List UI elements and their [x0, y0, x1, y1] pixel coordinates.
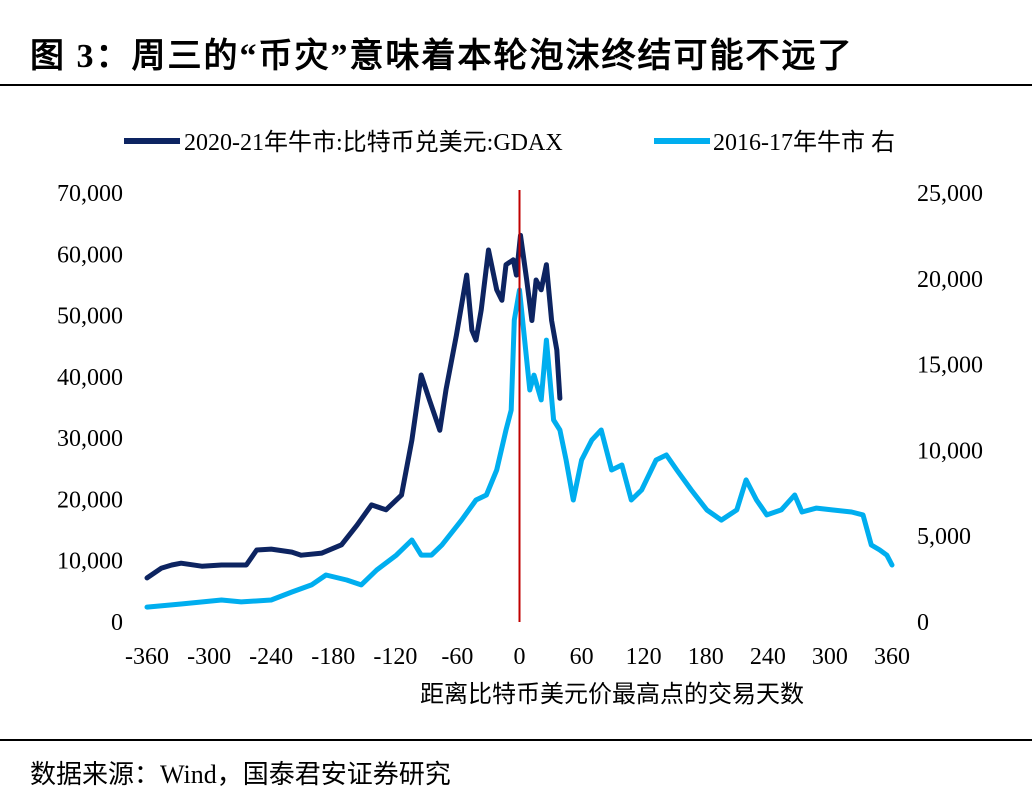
- x-axis-label: 距离比特币美元价最高点的交易天数: [420, 681, 804, 708]
- x-tick-label: -300: [187, 644, 231, 670]
- x-tick-label: -120: [373, 644, 417, 670]
- legend: 2020-21年牛市:比特币兑美元:GDAX 2016-17年牛市 右: [124, 129, 895, 156]
- y-right-tick-label: 20,000: [917, 267, 983, 293]
- y-left-tick-label: 40,000: [57, 365, 123, 391]
- y-left-tick-label: 70,000: [57, 181, 123, 207]
- y-left-tick-label: 0: [111, 610, 123, 636]
- source-note: 数据来源：Wind，国泰君安证券研究: [30, 760, 451, 789]
- y-left-tick-label: 60,000: [57, 242, 123, 268]
- y-right-tick-label: 10,000: [917, 438, 983, 464]
- legend-label-gdax: 2020-21年牛市:比特币兑美元:GDAX: [184, 129, 563, 156]
- x-tick-label: 0: [514, 644, 526, 670]
- y-left-tick-label: 20,000: [57, 487, 123, 513]
- x-tick-label: 240: [750, 644, 786, 670]
- x-tick-label: -180: [311, 644, 355, 670]
- y-right-tick-label: 0: [917, 610, 929, 636]
- y-right-tick-label: 25,000: [917, 181, 983, 207]
- series-line-gdax: [144, 232, 563, 581]
- page-title: 图 3：周三的“币灾”意味着本轮泡沫终结可能不远了: [30, 38, 854, 75]
- y-right-tick-label: 5,000: [917, 524, 971, 550]
- x-tick-label: 60: [570, 644, 594, 670]
- y-right-tick-label: 15,000: [917, 353, 983, 379]
- x-tick-label: 120: [626, 644, 662, 670]
- x-tick-label: 360: [874, 644, 910, 670]
- x-tick-label: -240: [249, 644, 293, 670]
- y-left-tick-label: 30,000: [57, 426, 123, 452]
- y-left-tick-label: 50,000: [57, 304, 123, 330]
- y-left-tick-label: 10,000: [57, 549, 123, 575]
- series-line-2016: [144, 287, 895, 610]
- x-tick-label: -60: [441, 644, 473, 670]
- x-tick-label: 300: [812, 644, 848, 670]
- footer-divider: [0, 739, 1032, 741]
- legend-label-2016: 2016-17年牛市 右: [713, 129, 895, 156]
- title-divider: [0, 84, 1032, 86]
- x-tick-label: 180: [688, 644, 724, 670]
- x-tick-label: -360: [125, 644, 169, 670]
